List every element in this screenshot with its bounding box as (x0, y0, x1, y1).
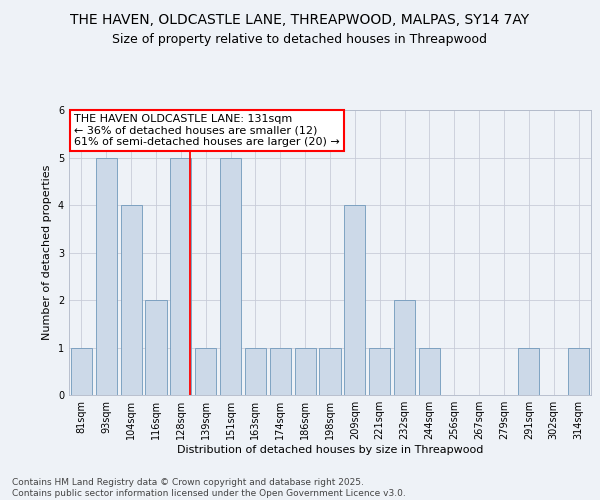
Bar (270, 348, 291, 395)
Bar (394, 300, 415, 395)
Text: THE HAVEN, OLDCASTLE LANE, THREAPWOOD, MALPAS, SY14 7AY: THE HAVEN, OLDCASTLE LANE, THREAPWOOD, M… (70, 12, 530, 26)
Bar (295, 348, 316, 395)
Bar (145, 300, 167, 395)
Bar (344, 205, 365, 395)
Bar (245, 348, 266, 395)
Bar (369, 348, 390, 395)
Text: Contains HM Land Registry data © Crown copyright and database right 2025.
Contai: Contains HM Land Registry data © Crown c… (12, 478, 406, 498)
Text: THE HAVEN OLDCASTLE LANE: 131sqm
← 36% of detached houses are smaller (12)
61% o: THE HAVEN OLDCASTLE LANE: 131sqm ← 36% o… (74, 114, 340, 148)
Bar (419, 348, 440, 395)
Bar (121, 205, 142, 395)
Bar (96, 158, 117, 395)
Bar (518, 348, 539, 395)
Y-axis label: Number of detached properties: Number of detached properties (43, 165, 52, 340)
Bar (170, 158, 191, 395)
Text: Size of property relative to detached houses in Threapwood: Size of property relative to detached ho… (113, 32, 487, 46)
Bar (220, 158, 241, 395)
Bar (319, 348, 341, 395)
Bar (568, 348, 589, 395)
X-axis label: Distribution of detached houses by size in Threapwood: Distribution of detached houses by size … (177, 445, 483, 455)
Bar (195, 348, 216, 395)
Bar (71, 348, 92, 395)
